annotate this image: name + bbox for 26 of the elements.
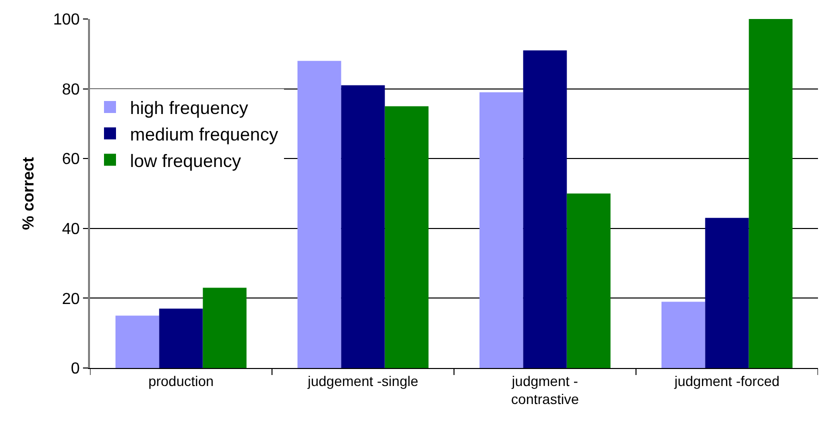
x-tick-label: judgment -forced — [673, 372, 780, 389]
bar — [115, 316, 160, 368]
bar — [202, 288, 247, 368]
bar — [566, 194, 611, 368]
y-tick-label: 100 — [53, 12, 80, 29]
bar — [479, 92, 524, 368]
legend-label: high frequency — [130, 98, 248, 118]
bar — [705, 218, 749, 368]
y-axis-title: % correct — [20, 156, 38, 230]
y-tick-label: 20 — [62, 290, 80, 308]
bar — [341, 85, 385, 368]
bar — [523, 50, 567, 368]
x-tick-label: judgment - contrastive — [510, 372, 580, 407]
legend-label: low frequency — [130, 150, 242, 171]
y-tick-label: 80 — [62, 81, 80, 98]
y-tick-label: 60 — [62, 151, 80, 168]
x-tick-label: production — [148, 372, 214, 389]
bar — [384, 106, 429, 368]
bar — [748, 19, 793, 368]
bar — [159, 308, 203, 368]
legend-label: medium frequency — [130, 124, 278, 144]
x-tick-label: judgement -single — [306, 372, 418, 389]
y-tick-label: 0 — [70, 360, 80, 378]
y-tick-label: 40 — [62, 221, 80, 238]
bar — [297, 60, 342, 368]
bar — [661, 302, 706, 368]
